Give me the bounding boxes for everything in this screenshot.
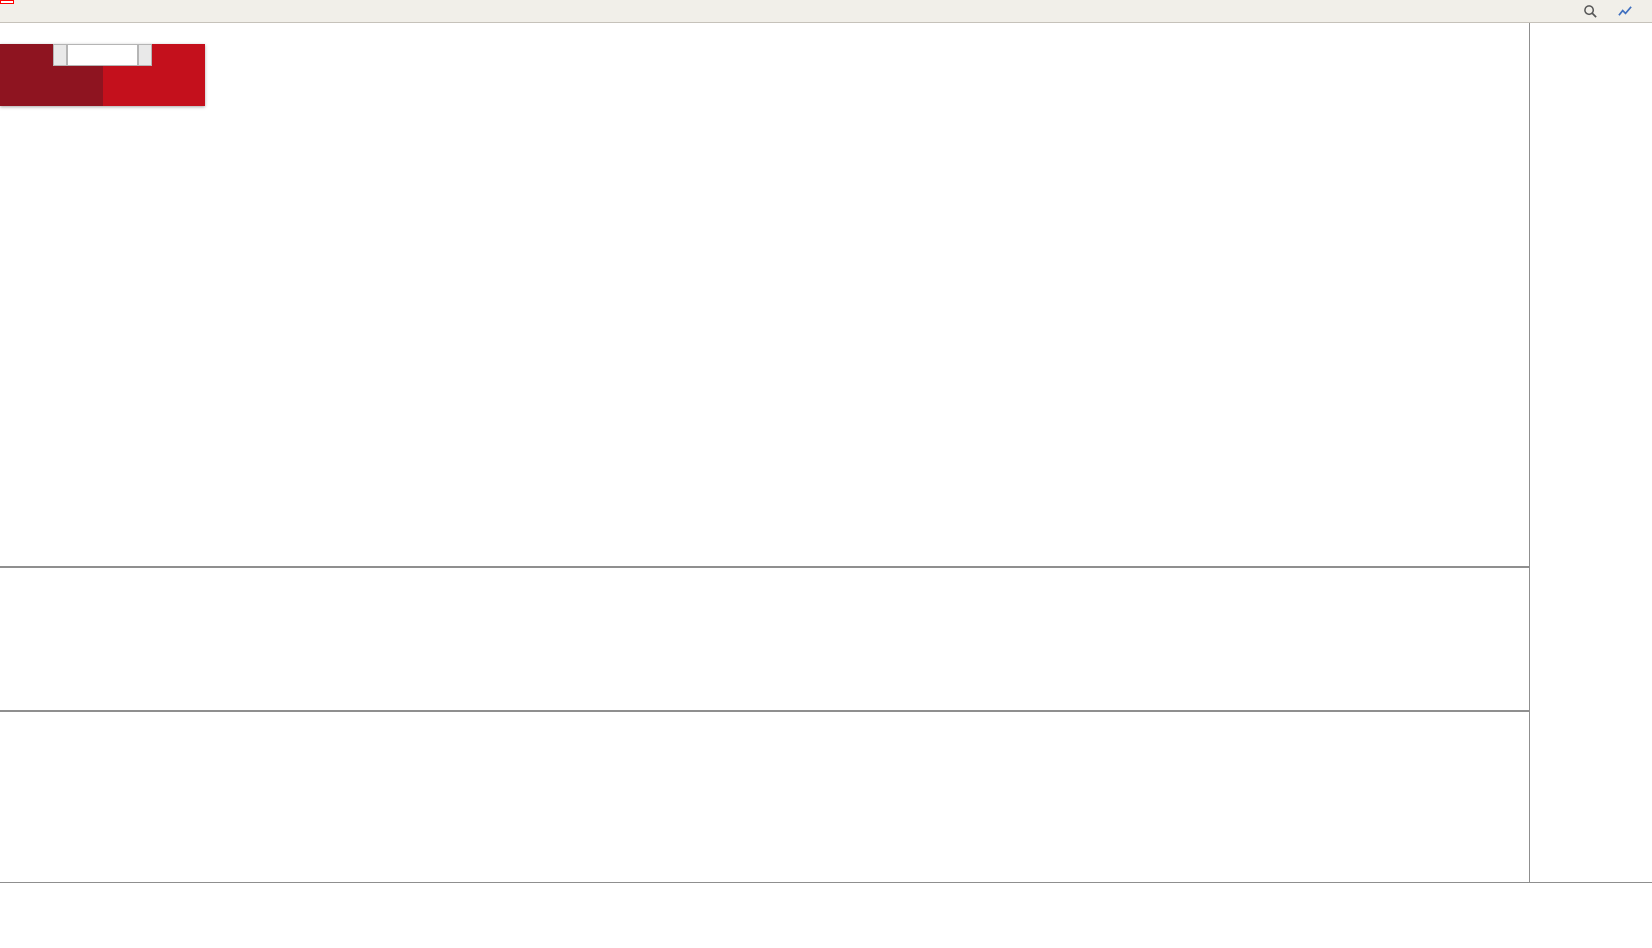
volume-input[interactable] [67,44,138,66]
search-icon[interactable] [1577,1,1604,22]
panel-divider[interactable] [0,566,1652,568]
time-axis[interactable] [0,884,1528,898]
rsi-panel-canvas[interactable] [0,712,1528,882]
price-annotation-label [0,0,14,4]
time-axis-line [0,882,1652,883]
volume-decrease-button[interactable] [53,44,67,66]
sell-button[interactable] [0,44,53,66]
buy-button[interactable] [152,44,205,66]
panel-divider[interactable] [0,710,1652,712]
quotes-chart-icon[interactable] [1612,1,1639,22]
main-toolbar [0,0,1652,23]
volume-increase-button[interactable] [138,44,152,66]
sell-price[interactable] [0,66,103,106]
buy-price[interactable] [103,66,205,106]
macd-panel-canvas[interactable] [0,568,1528,710]
main-chart-canvas[interactable] [0,23,1528,566]
one-click-trading-panel [0,44,205,106]
price-axis[interactable] [1529,23,1652,882]
toolbar-right [1576,1,1650,22]
